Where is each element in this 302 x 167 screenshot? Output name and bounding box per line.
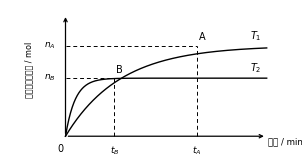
Text: 0: 0 — [57, 144, 63, 154]
Text: B: B — [116, 65, 123, 75]
Text: 甲醇的物质的量 / mol: 甲醇的物质的量 / mol — [24, 41, 33, 98]
Text: A: A — [198, 32, 205, 42]
Text: $t_B$: $t_B$ — [110, 144, 119, 157]
Text: $n_A$: $n_A$ — [44, 40, 56, 51]
Text: $T_2$: $T_2$ — [250, 61, 262, 75]
Text: $t_A$: $t_A$ — [192, 144, 201, 157]
Text: $T_1$: $T_1$ — [250, 29, 262, 43]
Text: 时间 / min: 时间 / min — [268, 138, 302, 146]
Text: $n_B$: $n_B$ — [44, 73, 56, 83]
